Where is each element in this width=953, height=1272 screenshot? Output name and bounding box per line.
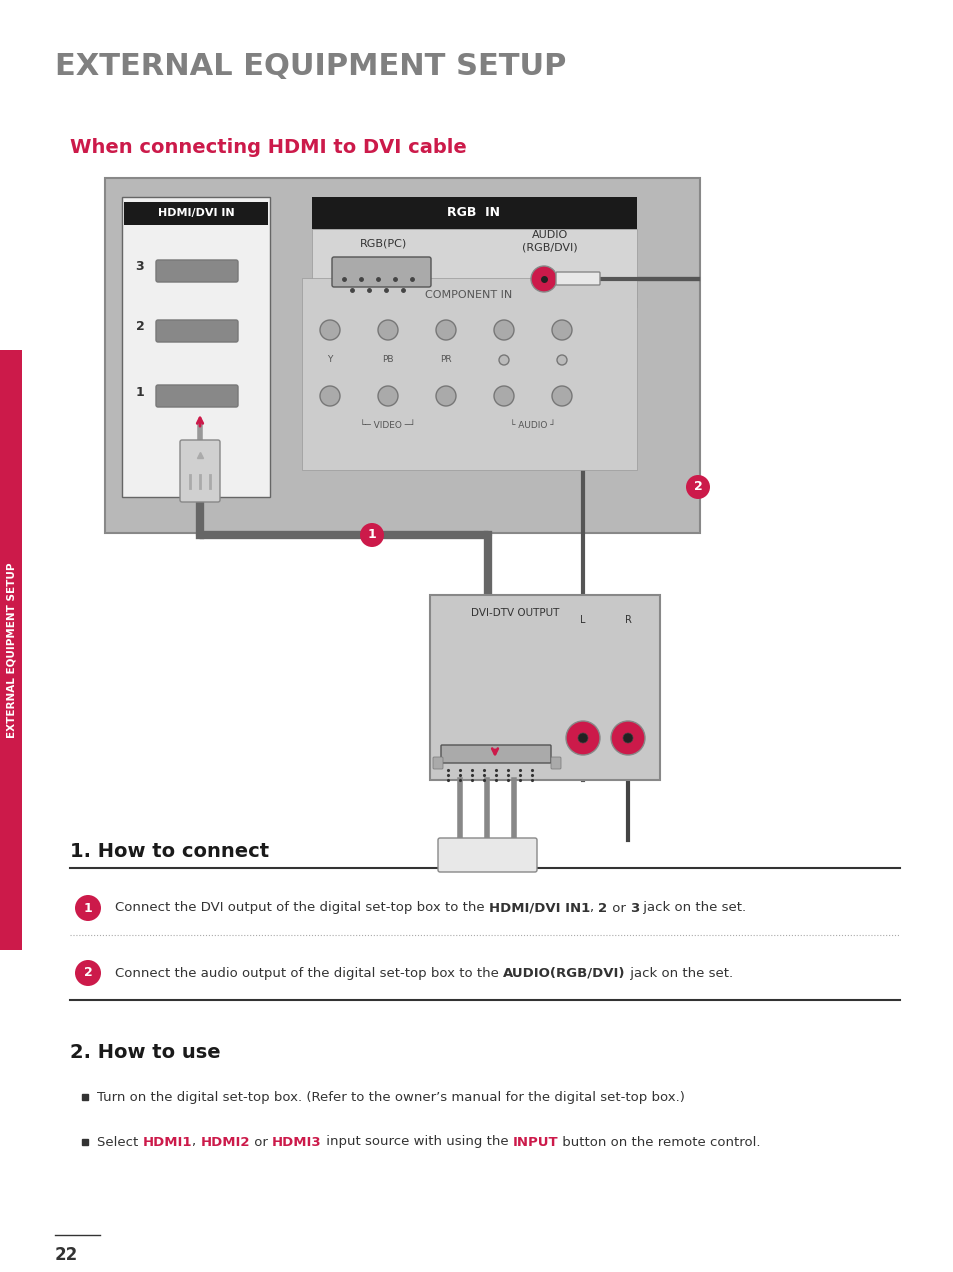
FancyBboxPatch shape: [433, 757, 442, 770]
Text: RGB  IN: RGB IN: [447, 206, 500, 220]
Circle shape: [578, 733, 587, 743]
Text: └─ VIDEO ─┘: └─ VIDEO ─┘: [360, 421, 416, 430]
Circle shape: [377, 321, 397, 340]
Text: 1. How to connect: 1. How to connect: [70, 842, 269, 861]
Text: HDMI3: HDMI3: [272, 1136, 321, 1149]
Text: PR: PR: [439, 355, 452, 365]
Text: jack on the set.: jack on the set.: [625, 967, 732, 979]
Text: Y: Y: [327, 355, 333, 365]
Circle shape: [494, 385, 514, 406]
Circle shape: [436, 321, 456, 340]
Circle shape: [75, 895, 101, 921]
Text: EXTERNAL EQUIPMENT SETUP: EXTERNAL EQUIPMENT SETUP: [6, 562, 16, 738]
Text: PB: PB: [382, 355, 394, 365]
Circle shape: [685, 474, 709, 499]
FancyBboxPatch shape: [451, 841, 469, 868]
Text: 2: 2: [84, 967, 92, 979]
Circle shape: [319, 385, 339, 406]
Text: HDMI/DVI IN: HDMI/DVI IN: [157, 209, 234, 218]
Text: Connect the DVI output of the digital set-top box to the: Connect the DVI output of the digital se…: [115, 902, 488, 915]
Text: 2: 2: [598, 902, 607, 915]
Text: COMPONENT IN: COMPONENT IN: [425, 290, 512, 300]
FancyBboxPatch shape: [124, 202, 268, 225]
Text: button on the remote control.: button on the remote control.: [558, 1136, 760, 1149]
Text: 1: 1: [135, 385, 144, 398]
FancyBboxPatch shape: [156, 259, 237, 282]
Circle shape: [557, 355, 566, 365]
Circle shape: [494, 321, 514, 340]
Text: 2. How to use: 2. How to use: [70, 1043, 220, 1062]
FancyBboxPatch shape: [440, 745, 551, 763]
Text: or: or: [607, 902, 629, 915]
Text: 1: 1: [84, 902, 92, 915]
Text: └ AUDIO ┘: └ AUDIO ┘: [510, 421, 556, 430]
Text: Select: Select: [97, 1136, 142, 1149]
Text: EXTERNAL EQUIPMENT SETUP: EXTERNAL EQUIPMENT SETUP: [55, 52, 566, 81]
Text: 3: 3: [135, 261, 144, 273]
FancyBboxPatch shape: [332, 257, 431, 287]
Text: Turn on the digital set-top box. (Refer to the owner’s manual for the digital se: Turn on the digital set-top box. (Refer …: [97, 1090, 684, 1104]
Circle shape: [319, 321, 339, 340]
Circle shape: [359, 523, 384, 547]
Text: AUDIO(RGB/DVI): AUDIO(RGB/DVI): [502, 967, 625, 979]
Circle shape: [498, 355, 509, 365]
FancyBboxPatch shape: [477, 841, 496, 868]
Text: L: L: [579, 614, 585, 625]
Circle shape: [610, 721, 644, 756]
Text: HDMI/DVI IN1: HDMI/DVI IN1: [488, 902, 590, 915]
Text: 3: 3: [629, 902, 639, 915]
Circle shape: [552, 321, 572, 340]
Text: or: or: [250, 1136, 272, 1149]
FancyBboxPatch shape: [551, 757, 560, 770]
FancyBboxPatch shape: [430, 595, 659, 780]
Circle shape: [75, 960, 101, 986]
Circle shape: [377, 385, 397, 406]
Text: ,: ,: [192, 1136, 200, 1149]
Circle shape: [622, 733, 633, 743]
Text: HDMI1: HDMI1: [142, 1136, 192, 1149]
Circle shape: [436, 385, 456, 406]
FancyBboxPatch shape: [0, 350, 22, 950]
Circle shape: [531, 266, 557, 293]
FancyBboxPatch shape: [105, 178, 700, 533]
Text: INPUT: INPUT: [512, 1136, 558, 1149]
Text: RGB(PC): RGB(PC): [360, 239, 407, 249]
FancyBboxPatch shape: [156, 321, 237, 342]
FancyBboxPatch shape: [312, 197, 637, 229]
FancyBboxPatch shape: [504, 841, 522, 868]
Text: R: R: [624, 614, 631, 625]
FancyBboxPatch shape: [122, 197, 270, 497]
Text: input source with using the: input source with using the: [321, 1136, 512, 1149]
FancyBboxPatch shape: [312, 229, 637, 307]
Text: AUDIO
(RGB/DVI): AUDIO (RGB/DVI): [521, 230, 578, 252]
Text: 22: 22: [55, 1247, 78, 1264]
FancyBboxPatch shape: [437, 838, 537, 873]
Text: HDMI2: HDMI2: [200, 1136, 250, 1149]
Text: DVI-DTV OUTPUT: DVI-DTV OUTPUT: [471, 608, 558, 618]
Text: 1: 1: [367, 528, 376, 542]
Text: ,: ,: [590, 902, 598, 915]
Text: Connect the audio output of the digital set-top box to the: Connect the audio output of the digital …: [115, 967, 502, 979]
Text: 2: 2: [693, 481, 701, 494]
FancyBboxPatch shape: [556, 272, 599, 285]
Circle shape: [552, 385, 572, 406]
Circle shape: [565, 721, 599, 756]
FancyBboxPatch shape: [180, 440, 220, 502]
Text: 2: 2: [135, 321, 144, 333]
FancyBboxPatch shape: [302, 279, 637, 469]
Text: When connecting HDMI to DVI cable: When connecting HDMI to DVI cable: [70, 137, 466, 156]
Text: jack on the set.: jack on the set.: [639, 902, 745, 915]
FancyBboxPatch shape: [156, 385, 237, 407]
